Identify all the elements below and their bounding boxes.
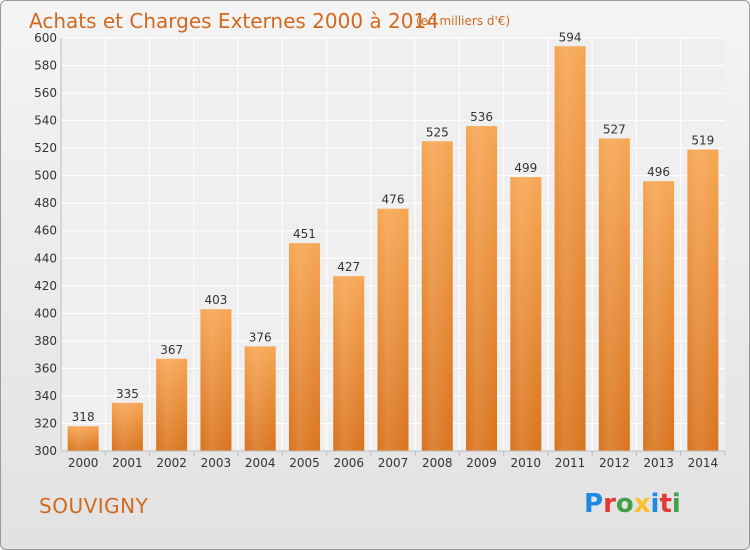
bar-shine [510,177,542,451]
bar-shine [421,141,453,451]
bar-shine [111,402,143,451]
unit-note: (en milliers d'€) [416,14,511,28]
x-tick-label-2002: 2002 [156,456,187,470]
bar-shine [288,243,320,451]
y-tick-label: 520 [34,141,57,155]
value-label-2000: 318 [72,410,95,424]
value-label-2004: 376 [249,330,272,344]
x-tick-label-2005: 2005 [289,456,320,470]
y-tick-label: 500 [34,169,57,183]
y-tick-label: 320 [34,416,57,430]
proxiti-logo: Proxiti [584,489,681,519]
value-label-2012: 527 [603,122,626,136]
value-label-2007: 476 [382,193,405,207]
y-tick-label: 360 [34,361,57,375]
x-tick-label-2001: 2001 [112,456,143,470]
y-tick-label: 480 [34,196,57,210]
value-label-2002: 367 [160,343,183,357]
logo-letter: i [650,489,660,519]
bar-shine [333,276,365,451]
value-label-2003: 403 [204,293,227,307]
x-tick-label-2009: 2009 [466,456,497,470]
value-label-2010: 499 [514,161,537,175]
x-tick-label-2010: 2010 [511,456,542,470]
y-tick-label: 420 [34,279,57,293]
y-tick-label: 400 [34,306,57,320]
x-tick-label-2000: 2000 [68,456,99,470]
x-tick-label-2007: 2007 [378,456,409,470]
value-label-2008: 525 [426,125,449,139]
y-tick-label: 580 [34,59,57,73]
y-tick-label: 440 [34,251,57,265]
x-tick-label-2006: 2006 [333,456,364,470]
value-label-2011: 594 [559,30,582,44]
y-tick-label: 380 [34,334,57,348]
bar-shine [643,181,675,451]
axis-layer: 300 320 340 360 380 400 420 440 460 480 500 520 540 5… [34,31,726,470]
bar-shine [200,309,232,451]
bar-shine [466,126,498,452]
bar-shine [244,346,276,451]
bar-layer: 318 335 367 403 376 451 427 476 525 536 499 594 527 4… [67,30,719,452]
y-tick-label: 340 [34,389,57,403]
logo-letter: x [633,489,651,519]
logo-letter: t [659,489,672,519]
bar-shine [67,426,99,451]
x-tick-label-2003: 2003 [201,456,232,470]
bar-shine [156,358,188,451]
x-tick-label-2011: 2011 [555,456,586,470]
x-tick-label-2008: 2008 [422,456,453,470]
bar-shine [687,149,719,451]
bar-shine [554,46,586,451]
value-label-2006: 427 [337,260,360,274]
y-tick-label: 600 [34,31,57,45]
value-label-2013: 496 [647,165,670,179]
bar-shine [598,138,630,451]
y-tick-label: 300 [34,444,57,458]
value-label-2009: 536 [470,110,493,124]
bar-shine [377,208,409,451]
x-tick-label-2013: 2013 [643,456,674,470]
city-name: SOUVIGNY [39,494,149,518]
value-label-2001: 335 [116,387,139,401]
x-tick-label-2014: 2014 [688,456,719,470]
logo-letter: i [671,489,681,519]
chart-title: Achats et Charges Externes 2000 à 2014 [29,9,439,33]
x-tick-label-2004: 2004 [245,456,276,470]
x-tick-label-2012: 2012 [599,456,630,470]
y-tick-label: 540 [34,114,57,128]
value-label-2014: 519 [691,134,714,148]
logo-letter: r [603,489,616,519]
logo-letter: P [584,489,604,519]
logo-letter: o [615,489,634,519]
y-tick-label: 560 [34,86,57,100]
value-label-2005: 451 [293,227,316,241]
y-tick-label: 460 [34,224,57,238]
